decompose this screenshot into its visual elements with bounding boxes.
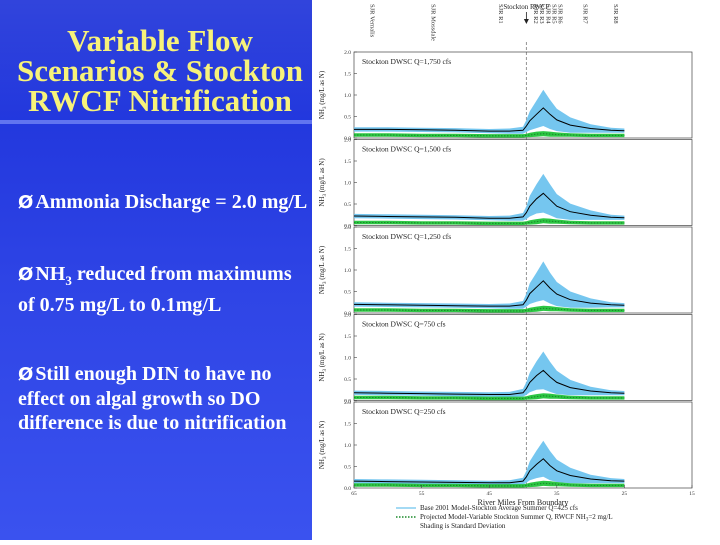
y-tick-label: 0.0 (344, 136, 351, 142)
station-label: SJR R3 (538, 4, 545, 24)
arrow-bullet-icon: Ø (18, 264, 34, 285)
base-sd-band (354, 351, 625, 398)
x-tick-label: 15 (689, 491, 695, 497)
x-tick-label: 55 (419, 491, 425, 497)
station-label: SJR Mossdale (429, 4, 436, 41)
title-divider (0, 120, 312, 124)
bullet-nh3-reduced: Ø NH3 reduced from maximums of 0.75 mg/L … (18, 262, 308, 317)
y-tick-label: 2.0 (344, 400, 351, 406)
bullet-ammonia-discharge: Ø Ammonia Discharge = 2.0 mg/L (18, 190, 308, 215)
projected-sd-band (354, 305, 625, 313)
panel-title: Stockton DWSC Q=1,250 cfs (362, 232, 451, 241)
station-label: SJR R8 (612, 4, 619, 24)
panel-title: Stockton DWSC Q=1,500 cfs (362, 145, 451, 154)
y-axis-label: NH3 (mg/L as N) (318, 70, 328, 119)
station-label: SJR Vernalis (369, 4, 376, 38)
y-tick-label: 1.5 (344, 334, 351, 340)
bullet-text-sub: 3 (65, 273, 72, 288)
chart-panel: SJR Vernalis SJR Mossdale SJR R1 SJR R2 SJR … (312, 0, 720, 540)
panel-title: Stockton DWSC Q=750 cfs (362, 320, 446, 329)
y-tick-label: 1.0 (344, 443, 351, 449)
panel-title: Stockton DWSC Q=250 cfs (362, 407, 446, 416)
y-tick-label: 0.0 (344, 311, 351, 317)
projected-sd-band (354, 218, 625, 226)
x-tick-label: 45 (486, 491, 492, 497)
base-sd-band (354, 261, 625, 309)
bullet-text-post: reduced from maximums of 0.75 mg/L to 0.… (18, 263, 292, 316)
projected-series-line (354, 395, 625, 399)
arrow-bullet-icon: Ø (18, 364, 34, 385)
x-axis-label: River Miles From Boundary (478, 498, 569, 507)
base-sd-band (354, 173, 625, 221)
y-tick-label: 2.0 (344, 225, 351, 231)
y-tick-label: 0.5 (344, 290, 351, 296)
projected-series-line (354, 482, 625, 487)
base-series-line (353, 280, 625, 307)
slide-title: Variable Flow Scenarios & Stockton RWCF … (17, 23, 303, 118)
outfall-label: Stockton RWCF (503, 3, 549, 11)
bullet-text: Ammonia Discharge = 2.0 mg/L (35, 191, 308, 213)
legend-projected-label: Projected Model-Variable Stockton Summer… (420, 513, 613, 523)
station-label: SJR R2 (532, 4, 539, 24)
y-axis-label: NH3 (mg/L as N) (318, 158, 328, 207)
y-tick-label: 1.0 (344, 181, 351, 187)
bullet-text: Still enough DIN to have no effect on al… (18, 363, 287, 434)
bullet-text-pre: NH (35, 263, 66, 285)
y-tick-label: 0.5 (344, 465, 351, 471)
y-tick-label: 1.5 (344, 72, 351, 78)
base-sd-band (354, 440, 625, 486)
y-tick-label: 2.0 (344, 313, 351, 319)
y-tick-label: 2.0 (344, 138, 351, 144)
y-axis-label: NH3 (mg/L as N) (318, 420, 328, 469)
station-label: SJR R4 (544, 4, 551, 24)
bullet-din-algal-growth: Ø Still enough DIN to have no effect on a… (18, 362, 308, 435)
slide-text-panel: Variable Flow Scenarios & Stockton RWCF … (0, 0, 312, 540)
outfall-arrow-head (523, 19, 529, 24)
station-label: SJR R7 (581, 4, 588, 24)
projected-series-line (354, 307, 625, 312)
y-tick-label: 0.0 (344, 399, 351, 405)
base-series-line (353, 369, 625, 395)
y-tick-label: 1.5 (344, 247, 351, 253)
legend-base-label: Base 2001 Model-Stockton Average Summer … (420, 504, 578, 512)
x-tick-label: 65 (351, 491, 357, 497)
title-gloss (0, 0, 312, 120)
y-tick-label: 0.5 (344, 202, 351, 208)
projected-sd-band (354, 131, 625, 138)
base-series-line (354, 107, 625, 132)
y-tick-label: 1.0 (344, 356, 351, 362)
y-tick-label: 2.0 (344, 50, 351, 56)
y-tick-label: 1.0 (344, 268, 351, 274)
y-tick-label: 0.5 (344, 115, 351, 121)
projected-series-line (354, 133, 625, 137)
legend-shading-note: Shading is Standard Deviation (420, 522, 506, 530)
station-label: SJR R5 (550, 4, 557, 24)
station-label: SJR R6 (556, 4, 563, 24)
y-tick-label: 1.5 (344, 422, 351, 428)
base-series-line (353, 458, 625, 484)
y-tick-label: 0.5 (344, 377, 351, 383)
panel-title: Stockton DWSC Q=1,750 cfs (362, 57, 451, 66)
projected-sd-band (354, 393, 625, 401)
y-tick-label: 1.0 (344, 93, 351, 99)
ammonia-profile-chart: SJR Vernalis SJR Mossdale SJR R1 SJR R2 SJR … (318, 3, 695, 530)
projected-series-line (354, 220, 625, 224)
x-tick-label: 35 (554, 491, 560, 497)
station-label: SJR R1 (497, 4, 504, 24)
y-axis-label: NH3 (mg/L as N) (318, 333, 328, 382)
y-tick-label: 0.0 (344, 486, 351, 492)
x-tick-label: 25 (622, 491, 628, 497)
y-tick-label: 0.0 (344, 224, 351, 230)
y-tick-label: 1.5 (344, 159, 351, 165)
base-sd-band (354, 89, 625, 134)
y-axis-label: NH3 (mg/L as N) (318, 245, 328, 294)
base-series-line (353, 192, 625, 219)
arrow-bullet-icon: Ø (18, 192, 34, 213)
